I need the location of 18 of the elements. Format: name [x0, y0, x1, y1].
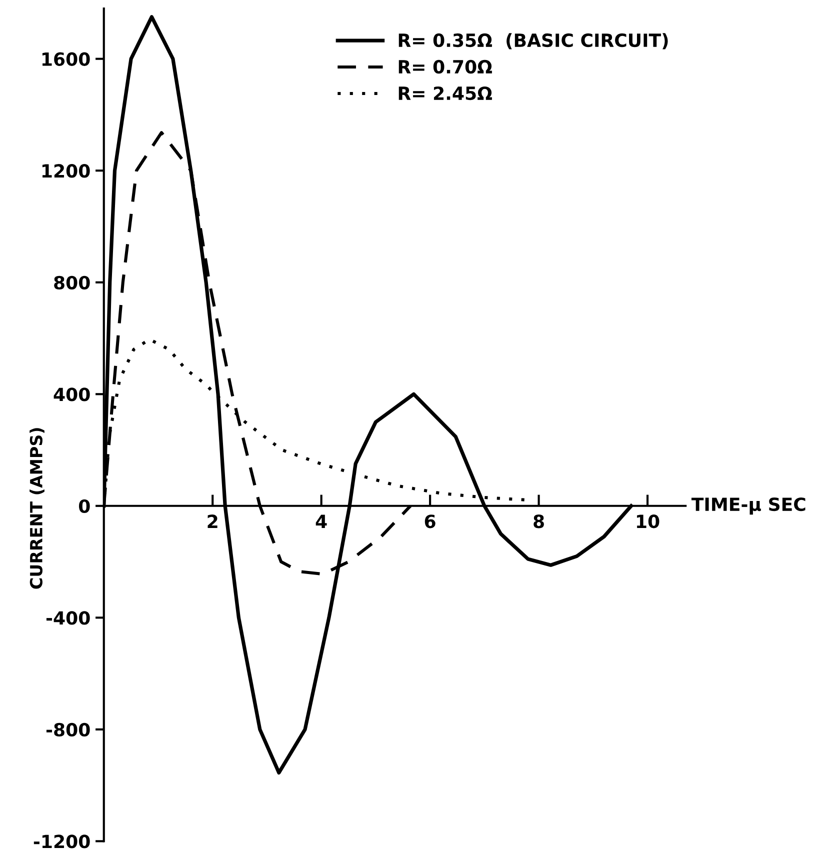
x-tick-label: 6	[424, 514, 436, 528]
x-tick-label: 4	[316, 514, 327, 528]
legend-label: R= 2.45Ω	[398, 86, 492, 100]
x-tick-label: 8	[534, 514, 544, 528]
y-tick-label: 1200	[42, 164, 90, 178]
legend-label: R= 0.35Ω (BASIC CIRCUIT)	[398, 33, 668, 50]
legend-label: R= 0.70Ω	[398, 60, 492, 74]
y-tick-label: -400	[46, 611, 90, 625]
y-tick-label: 400	[54, 388, 90, 402]
x-tick-label: 10	[636, 514, 660, 528]
x-axis-title: TIME-μ SEC	[691, 497, 806, 515]
y-tick-label: 1600	[42, 52, 90, 66]
y-tick-label: 800	[54, 276, 90, 290]
y-tick-label: -1200	[34, 834, 90, 848]
y-tick-label: 0	[78, 499, 90, 514]
y-tick-label: -800	[46, 722, 90, 737]
x-tick-label: 2	[208, 514, 218, 528]
y-axis-title: CURRENT (AMPS)	[30, 428, 44, 589]
